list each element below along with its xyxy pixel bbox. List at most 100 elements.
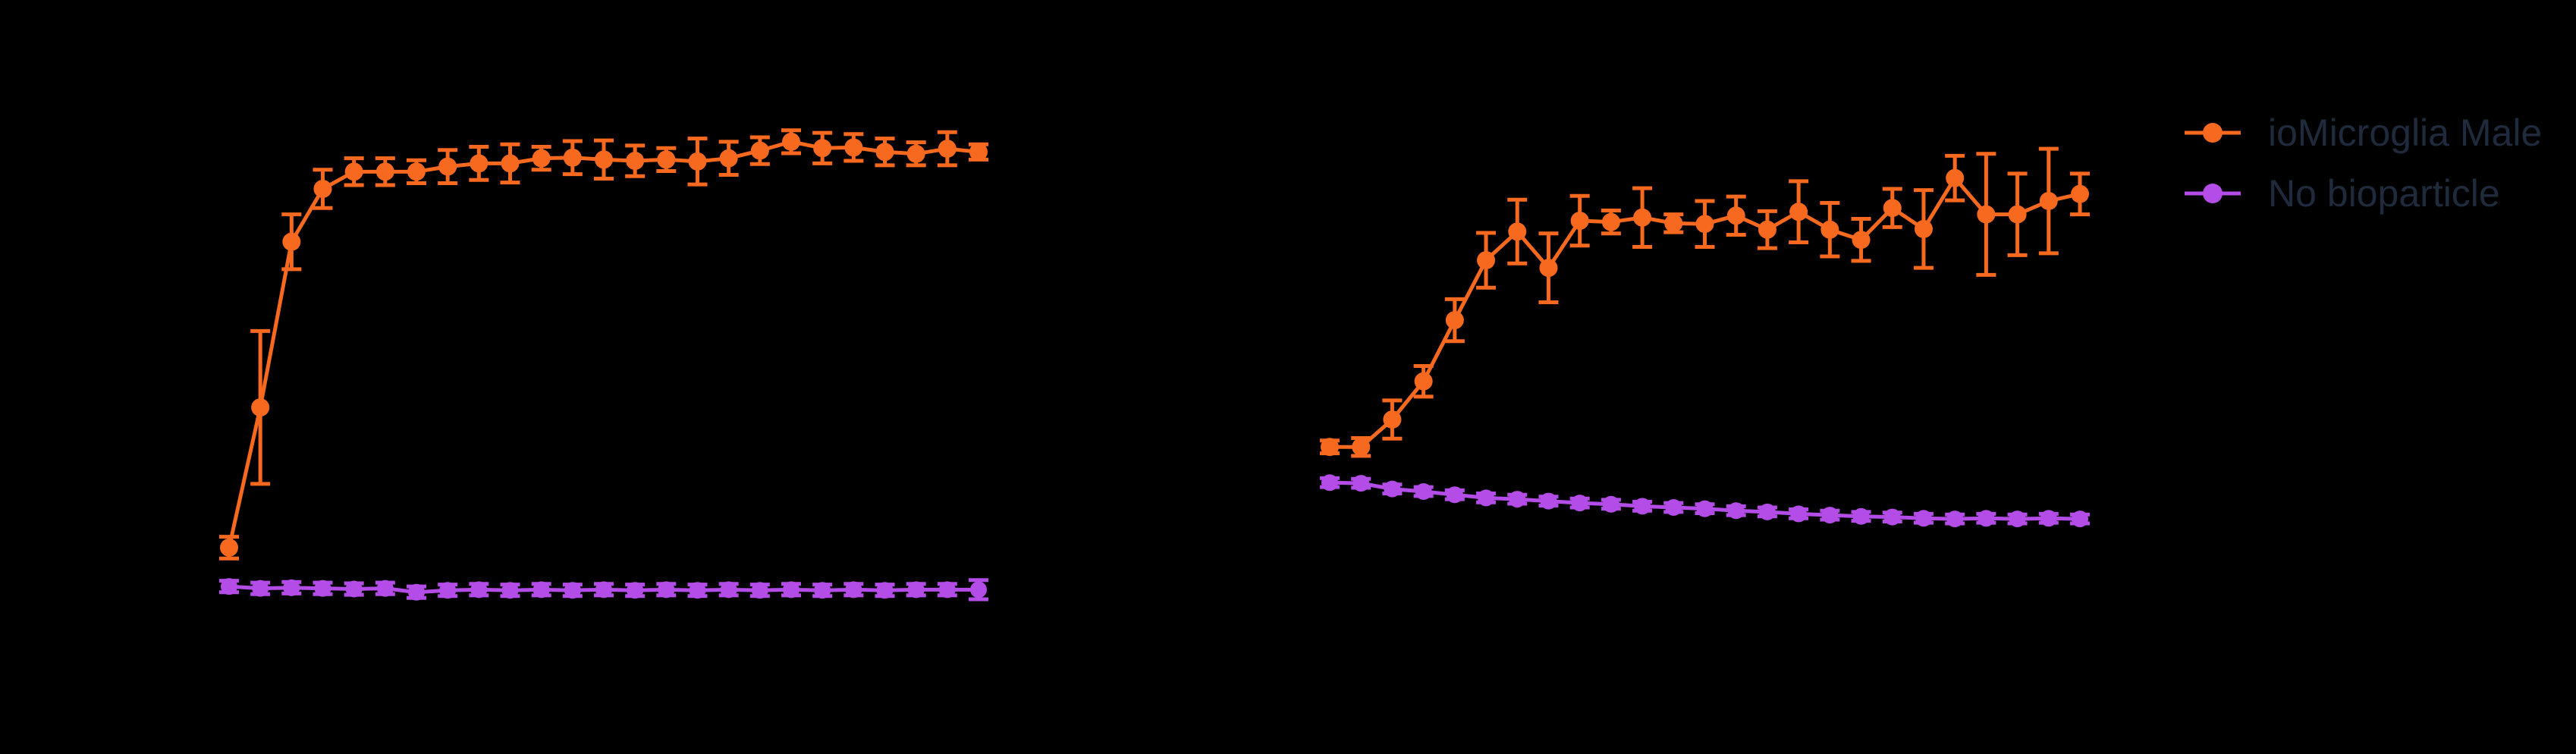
data-point-iomicroglia-male bbox=[969, 143, 988, 162]
legend: ioMicroglia Male No bioparticle bbox=[2185, 112, 2542, 215]
data-point-iomicroglia-male bbox=[1601, 212, 1620, 231]
data-point-no-bioparticle bbox=[2040, 510, 2057, 527]
data-point-no-bioparticle bbox=[1946, 511, 1964, 528]
data-point-no-bioparticle bbox=[595, 581, 612, 598]
data-point-no-bioparticle bbox=[1978, 510, 1995, 527]
data-point-no-bioparticle bbox=[1852, 507, 1870, 525]
data-point-no-bioparticle bbox=[1509, 491, 1526, 508]
data-point-iomicroglia-male bbox=[532, 149, 551, 168]
data-point-no-bioparticle bbox=[2072, 511, 2088, 528]
data-point-no-bioparticle bbox=[1321, 474, 1338, 492]
data-point-no-bioparticle bbox=[1478, 489, 1495, 507]
data-point-no-bioparticle bbox=[1384, 480, 1401, 498]
data-point-no-bioparticle bbox=[1602, 495, 1619, 513]
data-point-iomicroglia-male bbox=[1414, 372, 1433, 391]
data-point-iomicroglia-male bbox=[282, 232, 301, 251]
data-point-iomicroglia-male bbox=[688, 152, 707, 171]
data-point-iomicroglia-male bbox=[1633, 208, 1652, 227]
data-point-iomicroglia-male bbox=[1883, 199, 1902, 218]
data-point-no-bioparticle bbox=[501, 582, 519, 599]
data-point-iomicroglia-male bbox=[1914, 219, 1933, 238]
data-point-no-bioparticle bbox=[376, 580, 394, 597]
data-point-iomicroglia-male bbox=[251, 398, 270, 417]
data-point-no-bioparticle bbox=[1696, 500, 1714, 517]
data-point-no-bioparticle bbox=[1415, 483, 1432, 500]
data-point-iomicroglia-male bbox=[501, 154, 520, 173]
data-point-no-bioparticle bbox=[1634, 498, 1651, 515]
data-point-iomicroglia-male bbox=[1852, 231, 1871, 250]
data-point-iomicroglia-male bbox=[595, 150, 613, 169]
data-point-iomicroglia-male bbox=[1695, 215, 1714, 234]
data-point-no-bioparticle bbox=[627, 582, 644, 599]
data-point-iomicroglia-male bbox=[1477, 251, 1496, 270]
data-point-iomicroglia-male bbox=[438, 157, 457, 176]
data-point-no-bioparticle bbox=[658, 581, 675, 598]
legend-swatch-marker-no-bioparticle bbox=[2203, 184, 2223, 203]
data-point-iomicroglia-male bbox=[563, 148, 582, 167]
data-point-no-bioparticle bbox=[970, 581, 987, 598]
data-point-iomicroglia-male bbox=[313, 180, 332, 198]
data-point-iomicroglia-male bbox=[2039, 191, 2058, 210]
panel-right bbox=[1320, 146, 2090, 528]
data-point-iomicroglia-male bbox=[1539, 259, 1558, 278]
data-point-iomicroglia-male bbox=[1820, 220, 1839, 239]
data-point-no-bioparticle bbox=[1571, 495, 1588, 512]
data-point-no-bioparticle bbox=[814, 582, 831, 599]
data-point-iomicroglia-male bbox=[875, 143, 894, 162]
series-line-iomicroglia-male bbox=[227, 140, 979, 548]
legend-label-no-bioparticle: No bioparticle bbox=[2268, 172, 2500, 215]
data-point-no-bioparticle bbox=[345, 580, 363, 598]
data-point-no-bioparticle bbox=[1758, 503, 1776, 520]
data-point-no-bioparticle bbox=[1540, 492, 1557, 510]
data-point-no-bioparticle bbox=[1790, 505, 1808, 523]
data-point-no-bioparticle bbox=[2009, 511, 2026, 528]
data-point-iomicroglia-male bbox=[1977, 205, 1996, 224]
data-point-iomicroglia-male bbox=[719, 149, 738, 168]
data-point-no-bioparticle bbox=[1915, 510, 1932, 527]
data-point-no-bioparticle bbox=[470, 581, 488, 598]
data-point-no-bioparticle bbox=[439, 582, 457, 599]
data-point-no-bioparticle bbox=[564, 582, 581, 599]
data-point-iomicroglia-male bbox=[906, 144, 925, 163]
data-point-iomicroglia-male bbox=[657, 150, 676, 169]
data-point-iomicroglia-male bbox=[344, 162, 363, 181]
data-point-no-bioparticle bbox=[408, 583, 425, 601]
data-point-no-bioparticle bbox=[1446, 486, 1463, 504]
panel-right-series-iomicroglia-male bbox=[1320, 146, 2090, 458]
panel-right-series-no-bioparticle bbox=[1320, 474, 2090, 528]
data-point-iomicroglia-male bbox=[1570, 212, 1589, 230]
data-point-no-bioparticle bbox=[314, 580, 331, 597]
data-point-iomicroglia-male bbox=[1758, 220, 1776, 239]
data-point-no-bioparticle bbox=[1665, 499, 1682, 516]
data-point-no-bioparticle bbox=[1727, 502, 1745, 520]
data-point-no-bioparticle bbox=[783, 581, 800, 598]
data-point-iomicroglia-male bbox=[2008, 205, 2027, 224]
data-point-no-bioparticle bbox=[938, 581, 956, 598]
data-point-iomicroglia-male bbox=[1508, 222, 1527, 241]
data-point-iomicroglia-male bbox=[1726, 206, 1745, 225]
data-point-iomicroglia-male bbox=[813, 139, 832, 158]
data-point-iomicroglia-male bbox=[220, 538, 238, 557]
data-point-iomicroglia-male bbox=[1445, 311, 1464, 330]
data-point-iomicroglia-male bbox=[1383, 410, 1402, 429]
panel-left-series-iomicroglia-male bbox=[219, 128, 988, 561]
data-point-iomicroglia-male bbox=[626, 152, 645, 171]
data-point-iomicroglia-male bbox=[470, 154, 488, 173]
data-point-no-bioparticle bbox=[689, 582, 706, 599]
data-point-no-bioparticle bbox=[876, 582, 894, 599]
data-point-no-bioparticle bbox=[252, 580, 269, 597]
data-point-no-bioparticle bbox=[720, 581, 737, 598]
data-point-iomicroglia-male bbox=[1946, 168, 1965, 187]
data-point-no-bioparticle bbox=[907, 581, 925, 598]
data-point-no-bioparticle bbox=[221, 578, 237, 595]
legend-item-no-bioparticle: No bioparticle bbox=[2185, 172, 2500, 215]
data-point-iomicroglia-male bbox=[1664, 214, 1683, 233]
data-point-no-bioparticle bbox=[532, 581, 550, 598]
data-point-iomicroglia-male bbox=[375, 162, 394, 181]
panel-left-series-no-bioparticle bbox=[219, 578, 988, 602]
data-point-iomicroglia-male bbox=[1789, 203, 1808, 221]
data-point-no-bioparticle bbox=[751, 582, 768, 599]
legend-item-iomicroglia-male: ioMicroglia Male bbox=[2185, 112, 2542, 154]
data-point-iomicroglia-male bbox=[1321, 438, 1339, 457]
